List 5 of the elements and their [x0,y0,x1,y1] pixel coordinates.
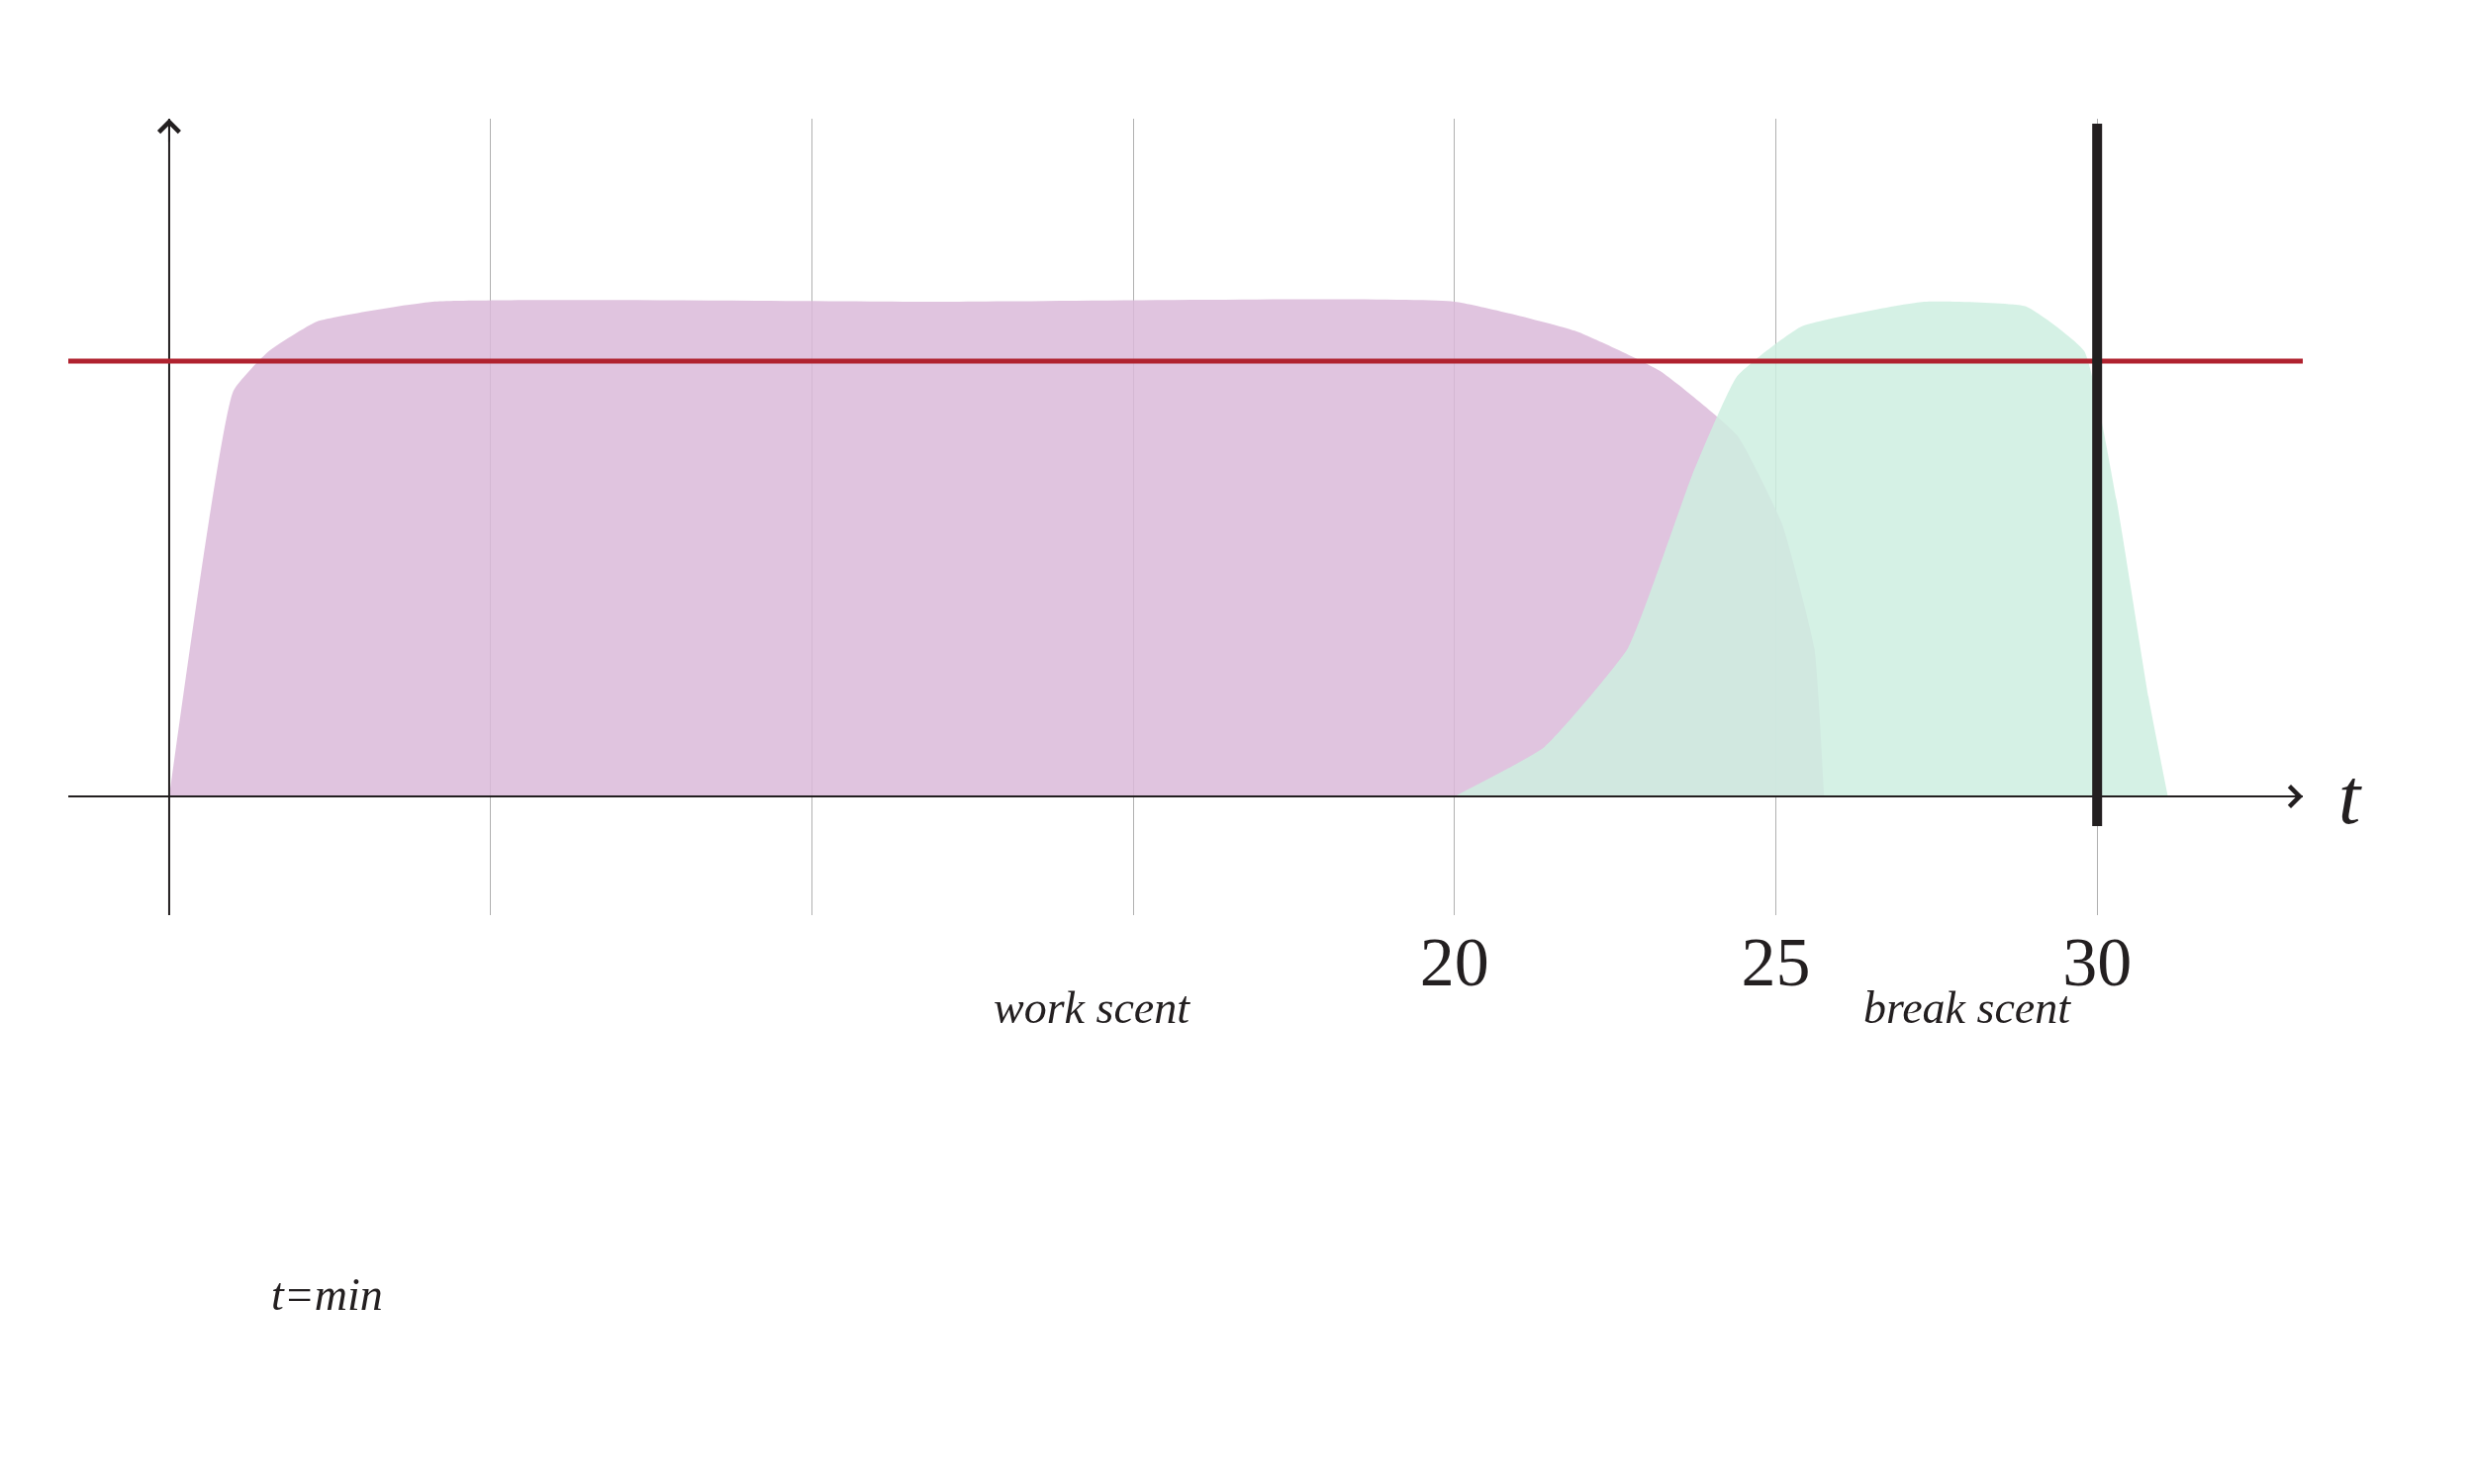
x-axis-title: t [2338,753,2362,840]
x-tick-label: 25 [1741,924,1811,1000]
text: t=min [271,1269,383,1320]
text: work scent [994,982,1191,1033]
x-tick-label: 20 [1419,924,1489,1000]
